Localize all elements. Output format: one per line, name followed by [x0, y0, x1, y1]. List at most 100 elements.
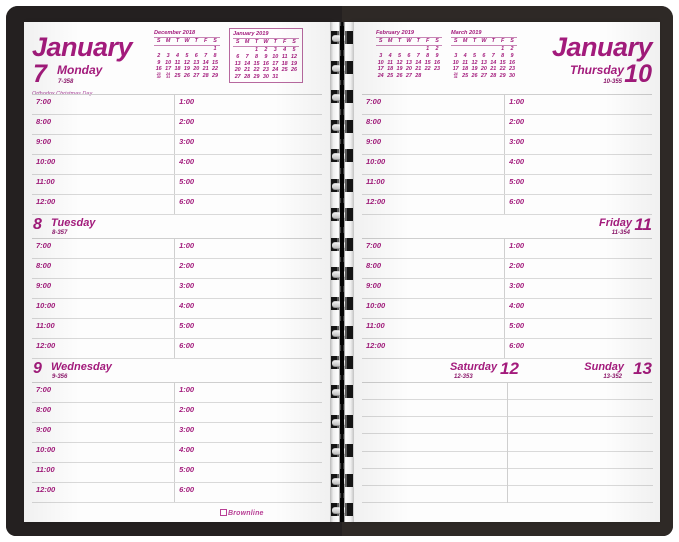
mini-calendar-day[interactable]: 1 — [501, 46, 505, 53]
blank-line-row[interactable] — [362, 434, 507, 452]
mini-calendar-day[interactable]: 27 — [234, 73, 241, 80]
mini-calendar-day[interactable]: 18 — [174, 66, 181, 73]
mini-calendar-day[interactable]: 8 — [254, 53, 258, 60]
mini-calendar-day[interactable]: 9 — [157, 59, 161, 66]
time-cell-am[interactable]: 9:00 — [32, 423, 174, 442]
mini-calendar-day[interactable]: 19 — [471, 66, 478, 73]
mini-calendar-day[interactable]: 26 — [291, 67, 298, 74]
mini-calendar-day[interactable]: 17 — [165, 66, 172, 73]
mini-calendar-day[interactable]: 23 — [434, 66, 441, 73]
time-cell-pm[interactable]: 4:00 — [174, 299, 322, 318]
mini-calendar-day[interactable]: 26 — [396, 72, 403, 79]
mini-calendar-day[interactable]: 19 — [396, 66, 403, 73]
time-cell-pm[interactable]: 2:00 — [174, 259, 322, 278]
time-cell-pm[interactable]: 6:00 — [504, 195, 652, 214]
mini-calendar-day[interactable]: 1 — [426, 46, 430, 53]
time-cell-am[interactable]: 8:00 — [32, 115, 174, 134]
time-cell-pm[interactable]: 5:00 — [174, 463, 322, 482]
time-cell-pm[interactable]: 2:00 — [174, 115, 322, 134]
time-cell-pm[interactable]: 5:00 — [504, 175, 652, 194]
mini-calendar-day[interactable]: 15 — [499, 59, 506, 66]
time-cell-am[interactable]: 11:00 — [362, 175, 504, 194]
mini-calendar-day[interactable]: 2 — [510, 46, 514, 53]
mini-calendar-day[interactable]: 23 — [262, 67, 269, 74]
mini-calendar-day[interactable]: 21 — [490, 66, 497, 73]
mini-calendar-day[interactable]: 18 — [387, 66, 394, 73]
mini-calendar-day[interactable]: 24 — [272, 67, 279, 74]
mini-calendar-day[interactable]: 8 — [213, 52, 217, 59]
mini-calendar-day[interactable]: 14 — [244, 60, 251, 67]
mini-calendar-day[interactable]: 17 — [377, 66, 384, 73]
mini-calendar-day[interactable]: 4 — [463, 52, 467, 59]
time-cell-pm[interactable]: 1:00 — [174, 383, 322, 402]
time-cell-am[interactable]: 7:00 — [32, 383, 174, 402]
mini-calendar-day[interactable]: 13 — [234, 60, 241, 67]
mini-calendar-day[interactable]: 7 — [491, 52, 495, 59]
mini-calendar-day[interactable] — [182, 45, 191, 52]
mini-calendar-day[interactable]: 28 — [202, 73, 209, 80]
time-cell-am[interactable]: 8:00 — [362, 115, 504, 134]
mini-calendar-day[interactable]: 12 — [471, 59, 478, 66]
mini-calendar-day[interactable]: 7 — [416, 52, 420, 59]
mini-calendar-day[interactable]: 19 — [183, 66, 190, 73]
time-cell-am[interactable]: 11:00 — [32, 175, 174, 194]
mini-calendar-day[interactable]: 24 31 — [451, 72, 460, 80]
mini-calendar-day[interactable]: 3 — [166, 52, 170, 59]
mini-calendar-day[interactable]: 6 — [482, 52, 486, 59]
mini-calendar-day[interactable]: 6 — [236, 53, 240, 60]
time-cell-am[interactable]: 11:00 — [32, 463, 174, 482]
mini-calendar-day[interactable]: 20 — [480, 66, 487, 73]
mini-calendar-day[interactable]: 12 — [291, 53, 298, 60]
time-cell-pm[interactable]: 3:00 — [504, 135, 652, 154]
mini-calendar-day[interactable]: 11 — [462, 59, 468, 66]
mini-calendar-day[interactable]: 25 — [281, 67, 288, 74]
time-cell-am[interactable]: 12:00 — [32, 483, 174, 502]
mini-calendar-day[interactable]: 30 — [262, 73, 269, 80]
mini-calendar-day[interactable]: 28 — [244, 73, 251, 80]
mini-calendar-day[interactable]: 4 — [283, 47, 287, 54]
blank-line-row[interactable] — [508, 417, 653, 435]
time-cell-pm[interactable]: 3:00 — [174, 135, 322, 154]
mini-calendar-day[interactable]: 13 — [193, 59, 200, 66]
mini-calendar-day[interactable]: 25 — [387, 72, 394, 79]
time-cell-am[interactable]: 9:00 — [32, 279, 174, 298]
mini-calendar-day[interactable]: 10 — [452, 59, 459, 66]
mini-calendar-day[interactable]: 4 — [175, 52, 179, 59]
time-cell-am[interactable]: 10:00 — [32, 443, 174, 462]
mini-calendar-day[interactable] — [201, 45, 210, 52]
mini-calendar-day[interactable]: 18 — [462, 66, 469, 73]
blank-line-row[interactable] — [362, 469, 507, 486]
mini-calendar-day[interactable] — [280, 74, 289, 81]
blank-line-row[interactable] — [508, 452, 653, 469]
time-cell-am[interactable]: 9:00 — [362, 279, 504, 298]
mini-calendar-day[interactable]: 17 — [272, 60, 279, 67]
time-cell-pm[interactable]: 2:00 — [174, 403, 322, 422]
mini-calendar-day[interactable]: 25 — [462, 73, 469, 80]
mini-calendar-day[interactable]: 13 — [480, 59, 487, 66]
mini-calendar-day[interactable]: 1 — [254, 47, 258, 54]
mini-calendar-day[interactable]: 20 — [405, 66, 412, 73]
blank-line-row[interactable] — [362, 383, 507, 401]
time-cell-am[interactable]: 11:00 — [362, 319, 504, 338]
time-cell-am[interactable]: 8:00 — [32, 259, 174, 278]
mini-calendar-day[interactable]: 16 — [155, 66, 162, 73]
mini-calendar-day[interactable]: 21 — [415, 66, 422, 73]
time-cell-pm[interactable]: 3:00 — [174, 423, 322, 442]
mini-calendar-day[interactable]: 1 — [213, 46, 217, 53]
mini-calendar-day[interactable]: 8 — [501, 52, 505, 59]
mini-calendar-day[interactable] — [154, 45, 163, 52]
mini-calendar-day[interactable]: 11 — [174, 59, 181, 66]
mini-calendar-day[interactable]: 9 — [510, 52, 514, 59]
mini-calendar-day[interactable]: 2 — [157, 52, 161, 59]
time-cell-pm[interactable]: 5:00 — [174, 175, 322, 194]
mini-calendar-day[interactable]: 12 — [396, 59, 403, 66]
time-cell-pm[interactable]: 2:00 — [504, 259, 652, 278]
mini-calendar-day[interactable]: 22 — [499, 66, 506, 73]
mini-calendar-day[interactable]: 11 — [281, 53, 288, 60]
time-cell-am[interactable]: 12:00 — [362, 339, 504, 358]
mini-calendar-day[interactable]: 16 — [509, 59, 516, 66]
mini-calendar-day[interactable]: 7 — [204, 52, 208, 59]
mini-calendar-day[interactable]: 5 — [292, 47, 296, 54]
time-cell-pm[interactable]: 6:00 — [174, 339, 322, 358]
time-cell-am[interactable]: 8:00 — [362, 259, 504, 278]
